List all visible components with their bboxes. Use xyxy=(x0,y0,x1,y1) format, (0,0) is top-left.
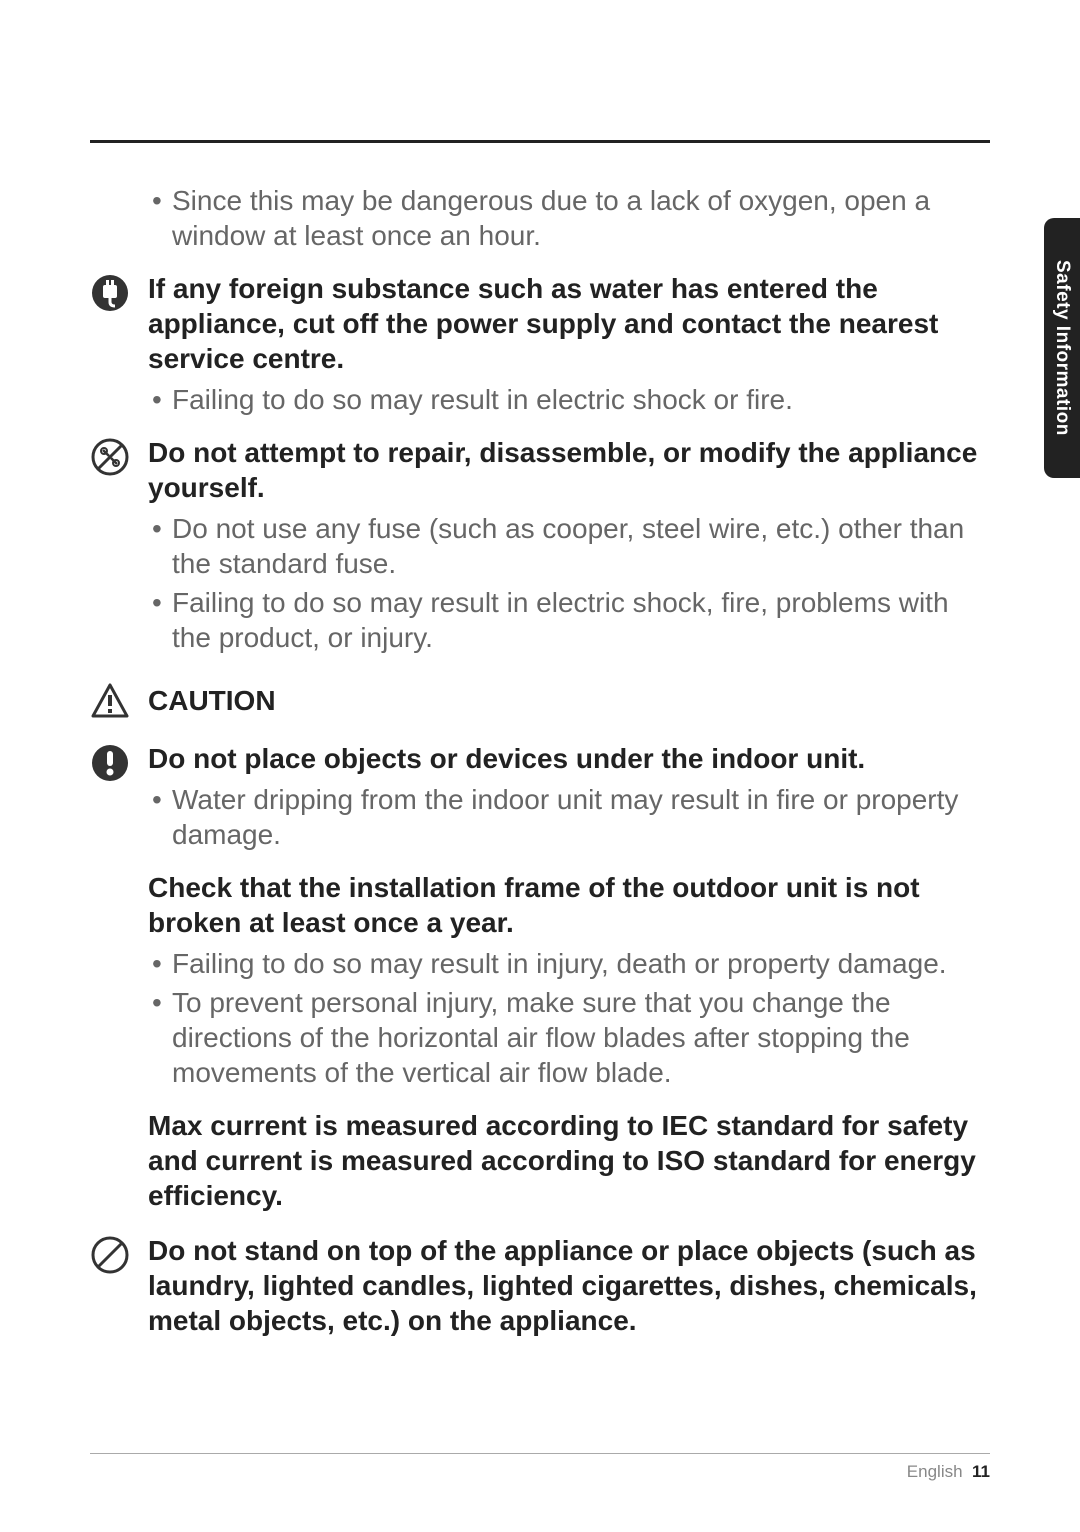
section-body: Max current is measured according to IEC… xyxy=(148,1108,990,1219)
icon-slot xyxy=(90,679,148,721)
section-heading: Do not place objects or devices under th… xyxy=(148,741,990,776)
section-heading: If any foreign substance such as water h… xyxy=(148,271,990,376)
caution-heading: CAUTION xyxy=(148,679,990,719)
section-heading: Max current is measured according to IEC… xyxy=(148,1108,990,1213)
safety-section: Since this may be dangerous due to a lac… xyxy=(90,183,990,257)
caution-row: CAUTION xyxy=(90,679,990,721)
exclamation-icon xyxy=(90,743,130,783)
bottom-rule xyxy=(90,1453,990,1454)
bullet-item: Water dripping from the indoor unit may … xyxy=(148,782,990,852)
top-rule xyxy=(90,140,990,143)
icon-slot xyxy=(90,741,148,783)
bullet-item: Failing to do so may result in electric … xyxy=(148,585,990,655)
bullet-item: Since this may be dangerous due to a lac… xyxy=(148,183,990,253)
safety-section: If any foreign substance such as water h… xyxy=(90,271,990,421)
safety-section: Do not stand on top of the appliance or … xyxy=(90,1233,990,1344)
safety-section: Do not attempt to repair, disassemble, o… xyxy=(90,435,990,659)
plug-icon xyxy=(90,273,130,313)
bullet-item: Failing to do so may result in electric … xyxy=(148,382,990,417)
prohibit-icon xyxy=(90,1235,130,1275)
safety-section: Do not place objects or devices under th… xyxy=(90,741,990,856)
icon-slot xyxy=(90,870,148,872)
icon-slot xyxy=(90,435,148,477)
section-body: Do not stand on top of the appliance or … xyxy=(148,1233,990,1344)
page-content: Since this may be dangerous due to a lac… xyxy=(0,0,1080,1418)
section-body: Since this may be dangerous due to a lac… xyxy=(148,183,990,257)
no-disassemble-icon xyxy=(90,437,130,477)
icon-slot xyxy=(90,1233,148,1275)
section-body: Do not attempt to repair, disassemble, o… xyxy=(148,435,990,659)
bullet-item: Do not use any fuse (such as cooper, ste… xyxy=(148,511,990,581)
page-footer: English 11 xyxy=(907,1462,990,1482)
bullet-item: To prevent personal injury, make sure th… xyxy=(148,985,990,1090)
section-body: Check that the installation frame of the… xyxy=(148,870,990,1094)
safety-section: Max current is measured according to IEC… xyxy=(90,1108,990,1219)
icon-slot xyxy=(90,183,148,185)
section-body: CAUTION xyxy=(148,679,990,719)
caution-icon xyxy=(90,681,130,721)
icon-slot xyxy=(90,1108,148,1110)
footer-page: 11 xyxy=(972,1462,990,1481)
section-body: If any foreign substance such as water h… xyxy=(148,271,990,421)
icon-slot xyxy=(90,271,148,313)
section-heading: Check that the installation frame of the… xyxy=(148,870,990,940)
section-heading: Do not stand on top of the appliance or … xyxy=(148,1233,990,1338)
footer-lang: English xyxy=(907,1462,963,1481)
safety-section: Check that the installation frame of the… xyxy=(90,870,990,1094)
section-heading: Do not attempt to repair, disassemble, o… xyxy=(148,435,990,505)
section-body: Do not place objects or devices under th… xyxy=(148,741,990,856)
bullet-item: Failing to do so may result in injury, d… xyxy=(148,946,990,981)
